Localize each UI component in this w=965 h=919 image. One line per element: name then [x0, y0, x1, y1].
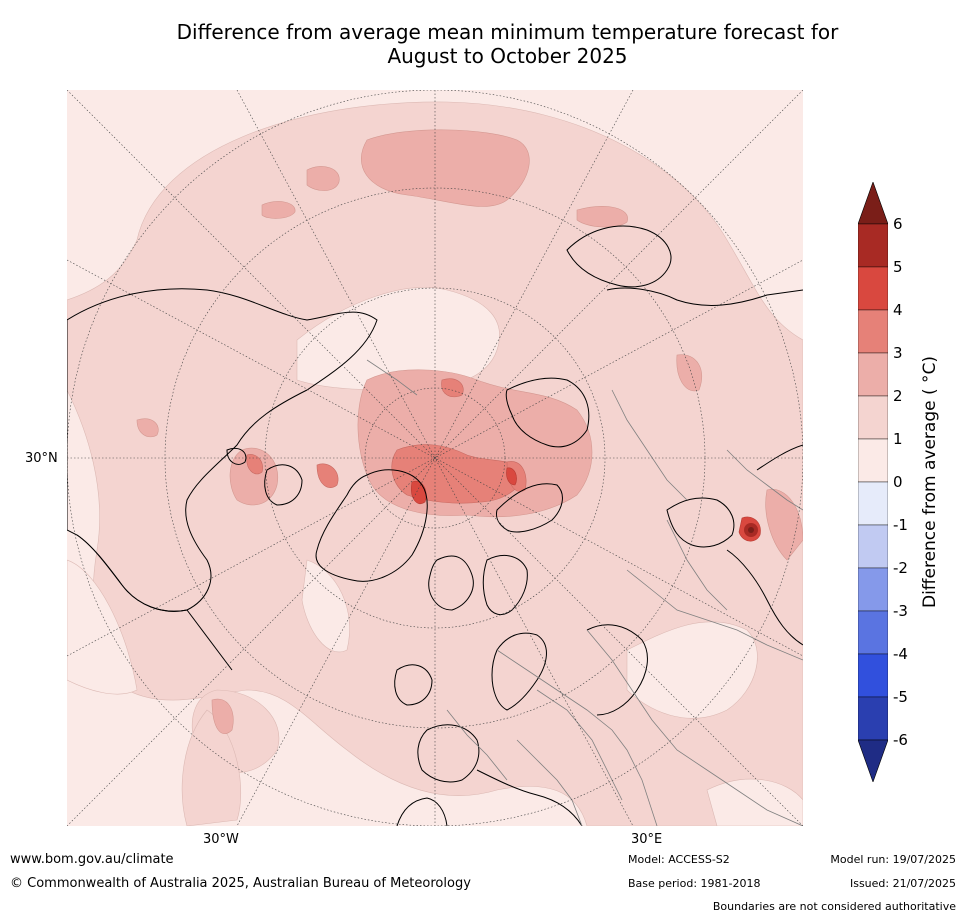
coastlines: [67, 225, 803, 826]
meridian-60e: [67, 259, 803, 657]
colorbar-tick-label: 0: [893, 473, 903, 491]
colorbar-tick-label: 1: [893, 430, 903, 448]
colorbar-bin: [858, 352, 888, 397]
colorbar-bin: [858, 438, 888, 483]
colorbar: [858, 182, 888, 782]
colorbar-tick-label: 4: [893, 301, 903, 319]
footer-model-run: Model run: 19/07/2025: [830, 853, 956, 866]
latitude-circle-60: [264, 287, 606, 629]
colorbar-tick-label: 5: [893, 258, 903, 276]
country-borders: [366, 359, 803, 826]
footer-url[interactable]: www.bom.gov.au/climate: [10, 852, 174, 867]
footer-disclaimer: Boundaries are not considered authoritat…: [712, 900, 956, 913]
colorbar-tick-label: -5: [893, 688, 908, 706]
chart-title: Difference from average mean minimum tem…: [0, 20, 965, 68]
colorbar-tick-label: -1: [893, 516, 908, 534]
longitude-label-30w: 30°W: [203, 832, 239, 847]
polar-map: [67, 90, 803, 826]
anomaly-0-1-patches: [67, 287, 803, 826]
title-line-1: Difference from average mean minimum tem…: [176, 20, 839, 44]
footer-base-period: Base period: 1981-2018: [628, 877, 761, 890]
colorbar-bin: [858, 610, 888, 655]
colorbar-tick-label: 3: [893, 344, 903, 362]
colorbar-bin: [858, 696, 888, 741]
colorbar-tick-label: 2: [893, 387, 903, 405]
colorbar-bin: [858, 524, 888, 569]
anomaly-above-6-region: [748, 527, 754, 533]
graticule: [67, 90, 803, 826]
anomaly-4-5-region: [411, 467, 761, 542]
map-svg: [67, 90, 803, 826]
colorbar-bin: [858, 266, 888, 311]
colorbar-bins: [858, 223, 888, 741]
colorbar-bin: [858, 653, 888, 698]
colorbar-tick-label: -3: [893, 602, 908, 620]
colorbar-bin: [858, 481, 888, 526]
colorbar-tick-label: -2: [893, 559, 908, 577]
colorbar-over-arrow: [858, 182, 888, 225]
latitude-label-30n: 30°N: [25, 451, 58, 466]
footer-issued: Issued: 21/07/2025: [849, 877, 956, 890]
colorbar-bin: [858, 223, 888, 268]
colorbar-bin: [858, 567, 888, 612]
colorbar-tick-label: -4: [893, 645, 908, 663]
colorbar-label: Difference from average ( °C): [920, 355, 940, 609]
footer-model: Model: ACCESS-S2: [628, 853, 730, 866]
title-line-2: August to October 2025: [387, 44, 628, 68]
longitude-label-30e: 30°E: [631, 832, 663, 847]
colorbar-bin: [858, 309, 888, 354]
colorbar-bin: [858, 395, 888, 440]
colorbar-under-arrow: [858, 739, 888, 782]
colorbar-tick-label: -6: [893, 731, 908, 749]
colorbar-tick-label: 6: [893, 215, 903, 233]
anomaly-hotspot: [744, 523, 758, 537]
footer-copyright: © Commonwealth of Australia 2025, Austra…: [10, 876, 471, 891]
